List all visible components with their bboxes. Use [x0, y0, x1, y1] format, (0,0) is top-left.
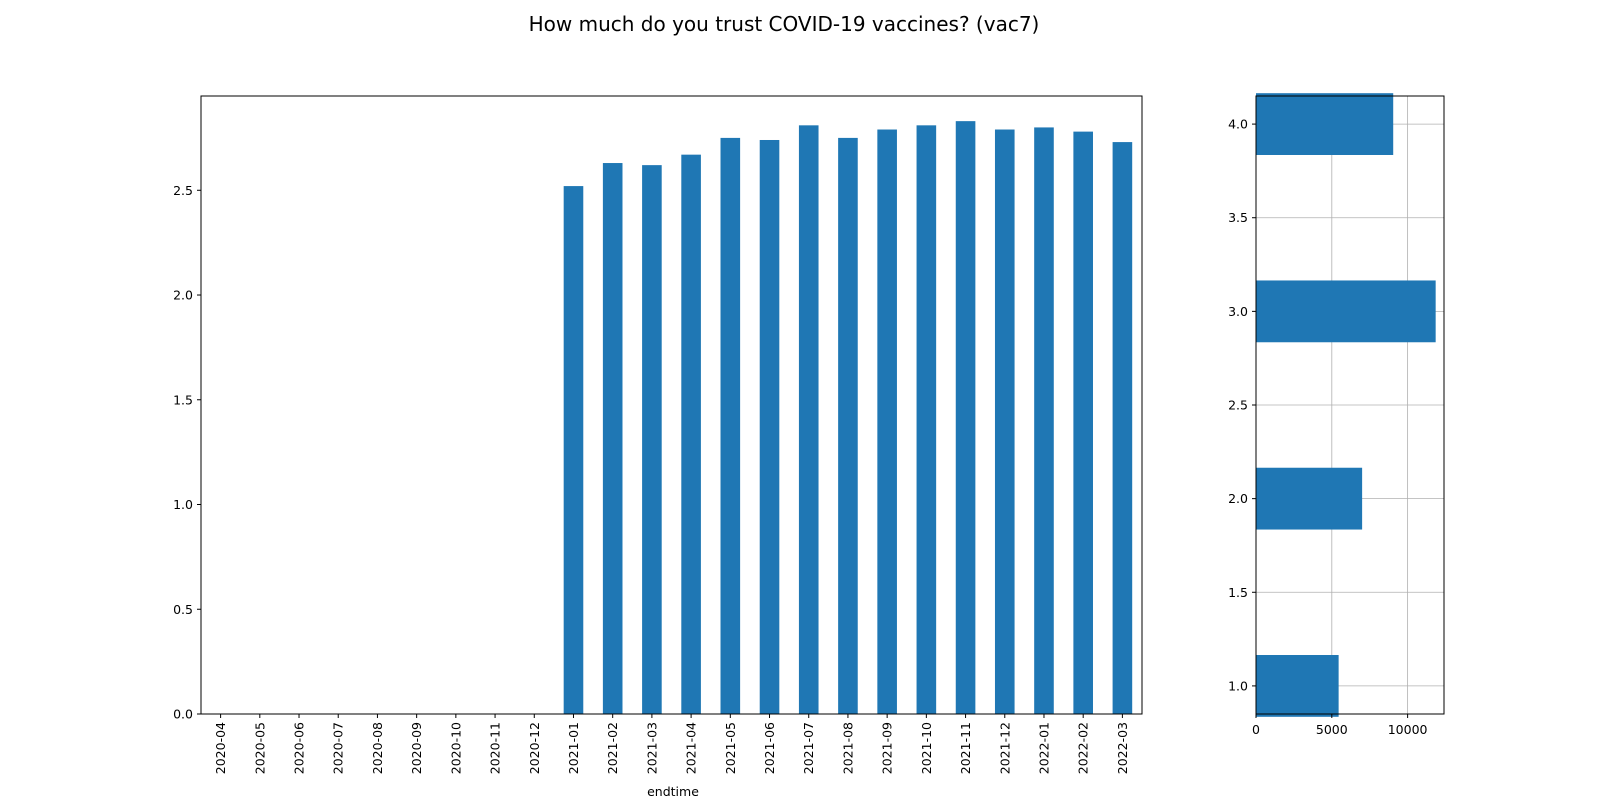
bar-2021-10: [916, 125, 937, 715]
y-tick-label: 3.0: [1228, 304, 1248, 319]
bar-2021-12: [994, 129, 1015, 714]
side-y-axis-ticks: 1.0 1.5 2.0 2.5 3.0 3.5 4.0: [1228, 117, 1256, 693]
main-y-axis-ticks: 0.0 0.5 1.0 1.5 2.0 2.5: [173, 183, 201, 722]
side-bars-group: [1256, 93, 1436, 717]
x-tick-label: 2021-07: [801, 722, 816, 774]
hbar-3: [1256, 280, 1436, 343]
x-tick-label: 2021-06: [762, 722, 777, 774]
y-tick-label: 1.5: [1228, 585, 1248, 600]
bar-2022-02: [1073, 131, 1093, 715]
hbar-1: [1256, 655, 1339, 717]
x-tick-label: 10000: [1388, 722, 1428, 737]
x-tick-label: 2022-01: [1036, 722, 1051, 774]
x-tick-label: 5000: [1316, 722, 1348, 737]
y-tick-label: 3.5: [1228, 210, 1248, 225]
bar-2021-01: [563, 186, 584, 714]
figure-title: How much do you trust COVID-19 vaccines?…: [529, 12, 1040, 36]
x-tick-label: 2021-02: [605, 722, 620, 774]
x-tick-label: 2021-09: [880, 722, 895, 774]
x-tick-label: 2021-11: [958, 722, 973, 774]
hbar-4: [1256, 93, 1394, 155]
main-bar-chart: 0.0 0.5 1.0 1.5 2.0 2.5 2020-04 2020-05 2020-06…: [173, 95, 1143, 799]
bar-2021-05: [720, 137, 741, 714]
x-tick-label: 2020-05: [252, 722, 267, 774]
main-x-axis-ticks: 2020-04 2020-05 2020-06 2020-07 2020-08 2020-…: [213, 714, 1130, 774]
x-tick-label: 2021-05: [723, 722, 738, 774]
y-tick-label: 4.0: [1228, 117, 1248, 132]
x-tick-label: 2021-08: [840, 722, 855, 774]
y-tick-label: 2.5: [1228, 398, 1248, 413]
y-tick-label: 1.0: [1228, 678, 1248, 693]
x-tick-label: 2022-03: [1115, 722, 1130, 774]
main-plot-frame: [200, 95, 1143, 715]
bar-2022-01: [1034, 127, 1054, 715]
main-bars-group: [563, 121, 1133, 715]
x-tick-label: 2020-10: [448, 722, 463, 774]
distribution-bar-chart: 1.0 1.5 2.0 2.5 3.0 3.5 4.0 0 5000 10000: [1228, 93, 1445, 737]
x-tick-label: 2020-11: [488, 722, 503, 774]
bar-2021-03: [642, 165, 662, 714]
bar-2021-08: [838, 137, 858, 714]
main-x-axis-label: endtime: [647, 784, 699, 799]
x-tick-label: 2020-08: [370, 722, 385, 774]
x-tick-label: 2021-03: [644, 722, 659, 774]
y-tick-label: 0.5: [173, 602, 193, 617]
x-tick-label: 2021-01: [566, 722, 581, 774]
x-tick-label: 2020-12: [527, 722, 542, 774]
bar-2021-02: [602, 163, 623, 714]
x-tick-label: 2021-04: [684, 722, 699, 774]
x-tick-label: 2020-07: [331, 722, 346, 774]
x-tick-label: 2020-06: [292, 722, 307, 774]
bar-2022-03: [1112, 142, 1133, 714]
x-tick-label: 2020-04: [213, 722, 228, 774]
bar-2021-04: [681, 154, 701, 715]
y-tick-label: 2.5: [173, 183, 193, 198]
y-tick-label: 2.0: [1228, 491, 1248, 506]
hbar-2: [1256, 467, 1363, 530]
x-tick-label: 2020-09: [409, 722, 424, 774]
x-tick-label: 2021-12: [997, 722, 1012, 774]
bar-2021-07: [798, 125, 819, 715]
bar-2021-06: [759, 139, 780, 714]
y-tick-label: 2.0: [173, 288, 193, 303]
x-tick-label: 2022-02: [1076, 722, 1091, 774]
y-tick-label: 1.5: [173, 392, 193, 407]
x-tick-label: 0: [1252, 722, 1260, 737]
bar-2021-11: [955, 121, 976, 715]
side-grid-lines: [1255, 96, 1444, 714]
x-tick-label: 2021-10: [919, 722, 934, 774]
side-plot-frame: [1255, 95, 1445, 715]
y-tick-label: 1.0: [173, 497, 193, 512]
side-x-axis-ticks: 0 5000 10000: [1252, 714, 1428, 737]
y-tick-label: 0.0: [173, 707, 193, 722]
bar-2021-09: [877, 129, 897, 714]
